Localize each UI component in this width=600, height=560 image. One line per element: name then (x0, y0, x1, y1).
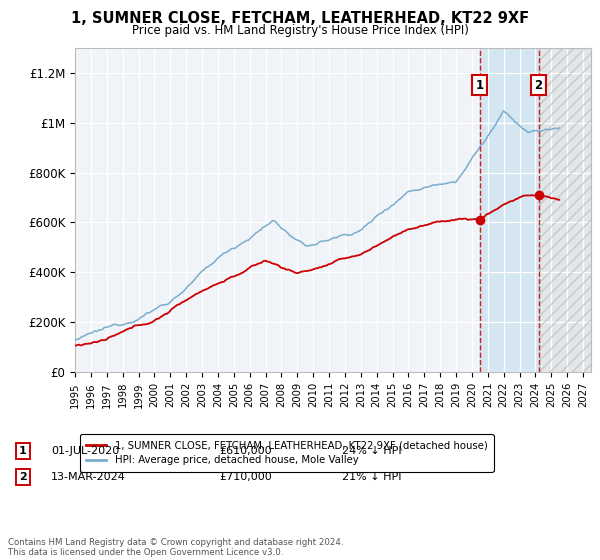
Text: 01-JUL-2020: 01-JUL-2020 (51, 446, 119, 456)
Text: 24% ↓ HPI: 24% ↓ HPI (342, 446, 401, 456)
Text: Price paid vs. HM Land Registry's House Price Index (HPI): Price paid vs. HM Land Registry's House … (131, 24, 469, 36)
Text: 13-MAR-2024: 13-MAR-2024 (51, 472, 126, 482)
Bar (539, 48, 591, 372)
Text: £610,000: £610,000 (219, 446, 272, 456)
Text: 2: 2 (535, 78, 542, 92)
Text: £710,000: £710,000 (219, 472, 272, 482)
Text: 1: 1 (19, 446, 26, 456)
Text: 1, SUMNER CLOSE, FETCHAM, LEATHERHEAD, KT22 9XF: 1, SUMNER CLOSE, FETCHAM, LEATHERHEAD, K… (71, 11, 529, 26)
Legend: 1, SUMNER CLOSE, FETCHAM, LEATHERHEAD, KT22 9XF (detached house), HPI: Average p: 1, SUMNER CLOSE, FETCHAM, LEATHERHEAD, K… (80, 435, 493, 472)
Text: 2: 2 (19, 472, 26, 482)
Text: Contains HM Land Registry data © Crown copyright and database right 2024.
This d: Contains HM Land Registry data © Crown c… (8, 538, 343, 557)
Text: 1: 1 (476, 78, 484, 92)
Text: 21% ↓ HPI: 21% ↓ HPI (342, 472, 401, 482)
Bar (539, 48, 591, 372)
Bar (480, 48, 539, 372)
